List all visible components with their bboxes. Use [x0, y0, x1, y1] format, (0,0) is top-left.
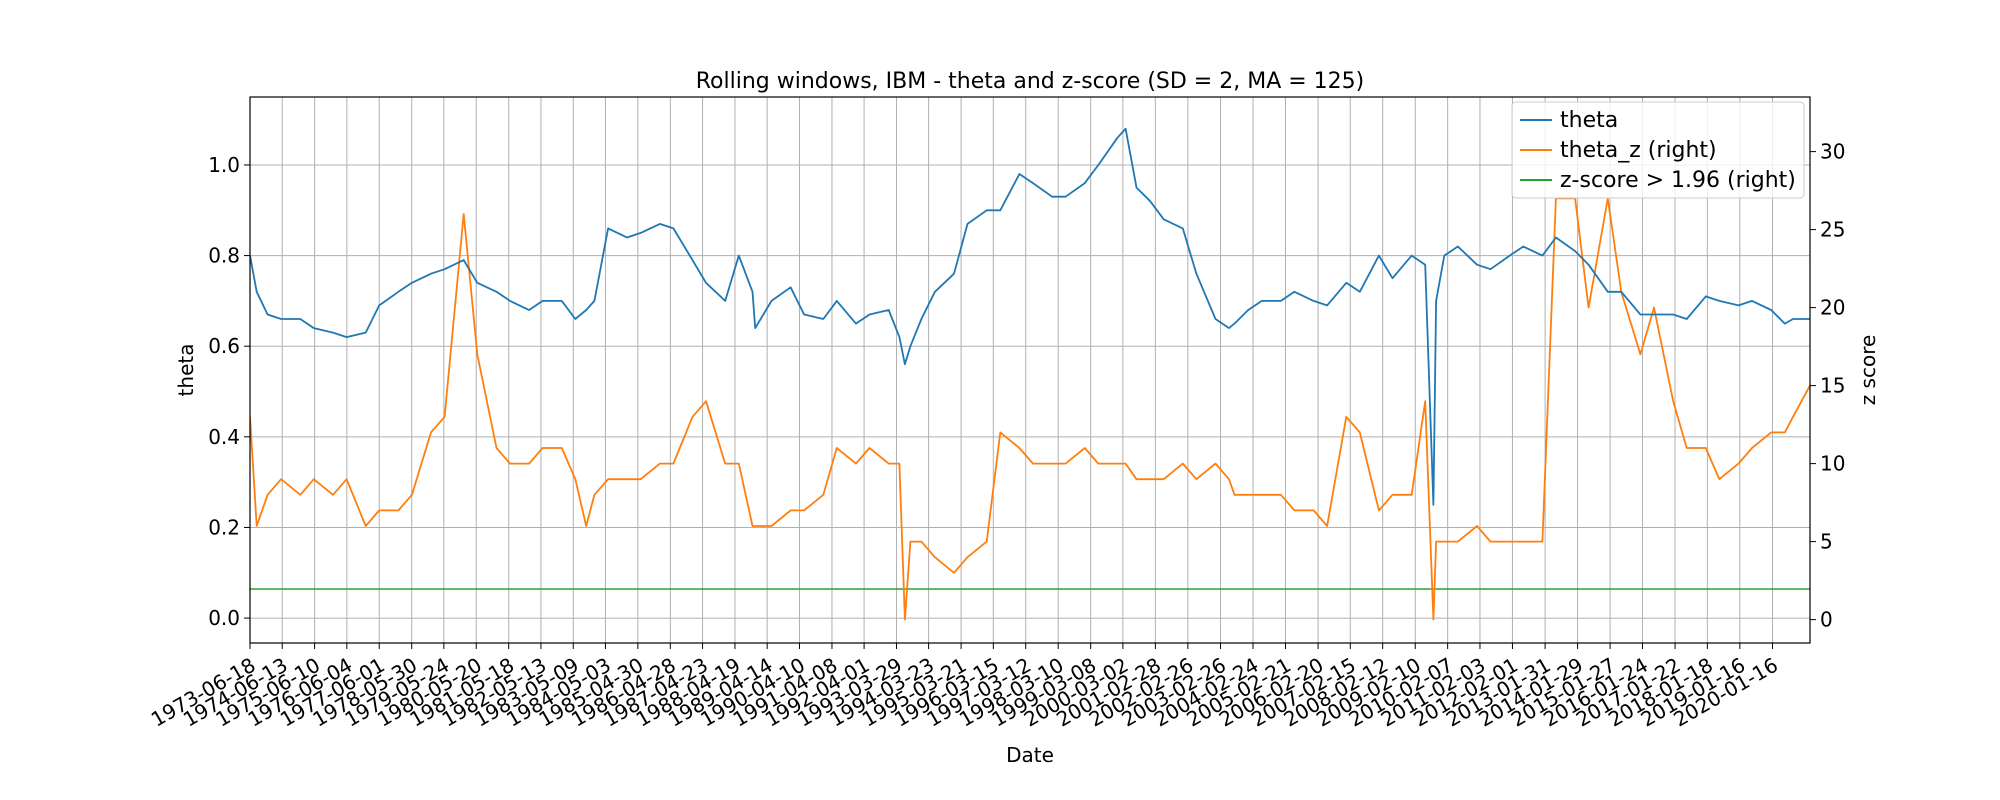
x-ticks: 1973-06-181974-06-131975-06-101976-06-04… [147, 643, 1782, 732]
legend-label-theta-z: theta_z (right) [1560, 138, 1717, 163]
y2-tick-label: 0 [1820, 608, 1833, 632]
y-tick-label: 0.2 [208, 515, 240, 539]
left-y-ticks: 0.0 0.2 0.4 0.6 0.8 1.0 [208, 153, 250, 630]
y-tick-label: 0.6 [208, 334, 240, 358]
series-line-theta [250, 127, 1810, 506]
y-axis-label: theta [174, 344, 198, 397]
legend-label-theta: theta [1560, 108, 1618, 133]
chart-title: Rolling windows, IBM - theta and z-score… [696, 69, 1365, 94]
y-tick-label: 1.0 [208, 153, 240, 177]
plot-frame [249, 96, 1811, 644]
right-y-ticks: 0 5 10 15 20 25 30 [1810, 140, 1845, 632]
y2-tick-label: 15 [1820, 374, 1845, 398]
y2-tick-label: 30 [1820, 140, 1845, 164]
y-tick-label: 0.0 [208, 606, 240, 630]
legend: theta theta_z (right) z-score > 1.96 (ri… [1511, 101, 1805, 199]
legend-box [1511, 101, 1805, 199]
y2-tick-label: 20 [1820, 296, 1845, 320]
y-tick-label: 0.4 [208, 425, 240, 449]
y2-tick-label: 5 [1820, 530, 1833, 554]
legend-label-z-threshold: z-score > 1.96 (right) [1560, 168, 1796, 193]
y2-axis-label: z score [1856, 335, 1880, 406]
plot-area [250, 127, 1810, 621]
x-axis-label: Date [1006, 743, 1054, 767]
y2-tick-label: 10 [1820, 452, 1845, 476]
series-line-theta-z [250, 197, 1810, 621]
y2-tick-label: 25 [1820, 218, 1845, 242]
grid [249, 97, 1810, 643]
series-layer [250, 127, 1810, 621]
y-tick-label: 0.8 [208, 244, 240, 268]
